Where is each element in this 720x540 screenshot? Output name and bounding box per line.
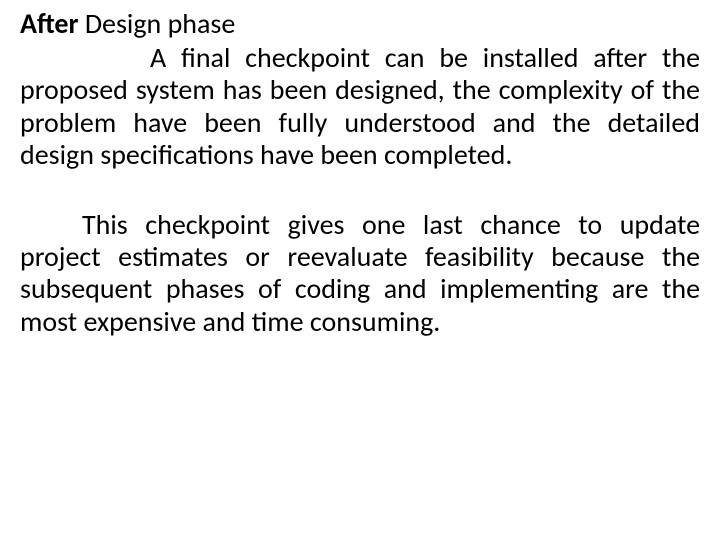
- paragraph-2-text: This checkpoint gives one last chance to…: [20, 207, 700, 339]
- section-heading: After Design phase: [20, 8, 700, 40]
- heading-bold: After: [20, 6, 78, 41]
- heading-rest: Design phase: [78, 6, 235, 41]
- paragraph-1: A final checkpoint can be installed afte…: [20, 42, 700, 171]
- paragraph-2: This checkpoint gives one last chance to…: [20, 209, 700, 338]
- paragraph-1-text: A final checkpoint can be installed afte…: [20, 40, 700, 172]
